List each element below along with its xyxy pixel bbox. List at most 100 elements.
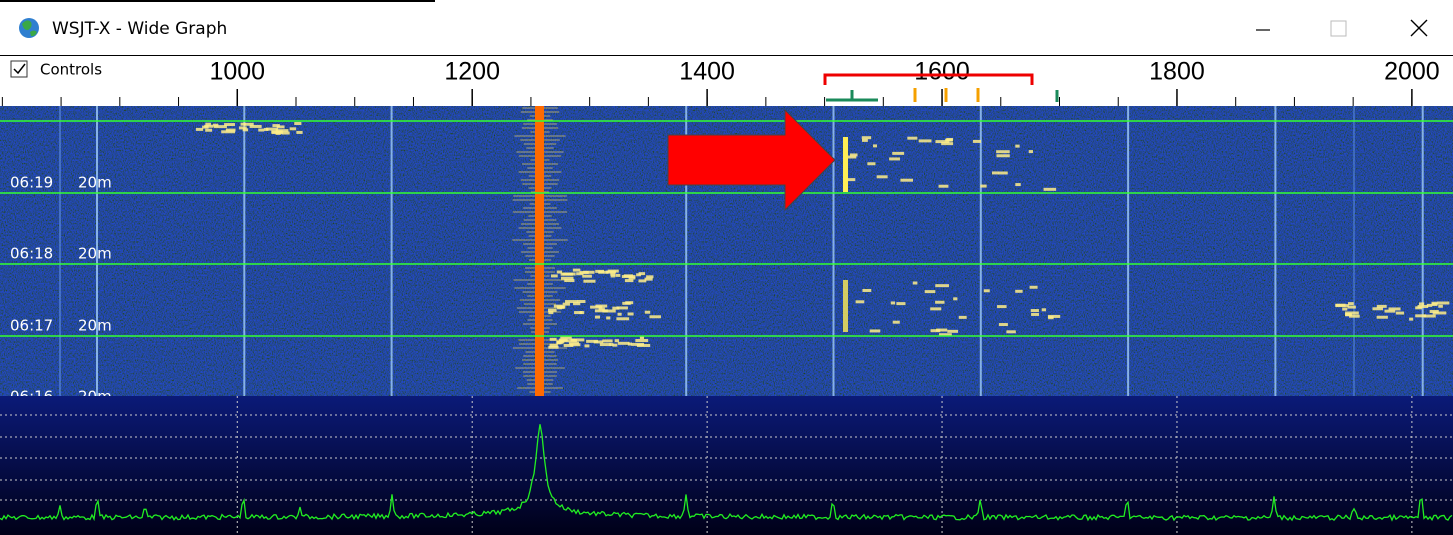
signal-start (843, 280, 848, 332)
decoded-tone (1342, 308, 1347, 311)
decoded-tone (241, 123, 246, 126)
decoded-tone (1015, 183, 1020, 186)
decoded-tone (646, 275, 653, 278)
decoded-tone (272, 124, 279, 127)
time-label: 06:17 (10, 317, 53, 335)
decoded-tone (941, 142, 953, 145)
decoded-tone (224, 123, 235, 126)
decoded-tone (1029, 150, 1033, 153)
decoded-tone (939, 185, 949, 188)
decoded-tone (573, 269, 581, 272)
decoded-tone (606, 316, 610, 319)
decoded-tone (577, 300, 586, 303)
decoded-tone (580, 271, 589, 274)
decoded-tone (959, 316, 967, 319)
decoded-tone (925, 290, 936, 293)
time-label: 06:18 (10, 245, 53, 263)
decoded-tone (294, 122, 301, 125)
decoded-tone (997, 305, 1007, 308)
decoded-tone (574, 311, 582, 314)
frequency-tick-label: 2000 (1384, 58, 1440, 86)
decoded-tone (847, 178, 856, 181)
decoded-tone (1042, 308, 1046, 311)
decoded-tone (1415, 314, 1426, 317)
decoded-tone (205, 123, 211, 126)
frequency-tick-label: 1000 (209, 58, 265, 86)
decoded-tone (867, 162, 875, 165)
decoded-tone (889, 157, 900, 160)
decoded-tone (616, 317, 629, 320)
decoded-tone (569, 342, 579, 345)
decoded-tone (595, 316, 600, 319)
decoded-tone (595, 305, 607, 308)
decoded-tone (935, 301, 944, 304)
decoded-tone (617, 306, 628, 309)
decoded-tone (560, 339, 569, 342)
signal-start (843, 137, 848, 192)
decoded-tone (1409, 318, 1413, 321)
decoded-tone (1348, 306, 1356, 309)
decoded-tone (628, 312, 634, 315)
controls-checkbox[interactable] (11, 61, 27, 77)
decoded-tone (1031, 313, 1039, 316)
decoded-tone (953, 297, 957, 300)
decoded-tone (551, 274, 558, 277)
decoded-tone (1015, 290, 1022, 293)
decoded-tone (564, 279, 574, 282)
decoded-tone (625, 301, 633, 304)
decoded-tone (571, 338, 584, 341)
decoded-tone (1048, 316, 1054, 319)
decoded-tone (999, 323, 1008, 326)
decoded-tone (563, 303, 570, 306)
decoded-tone (615, 339, 619, 342)
controls-label[interactable]: Controls (40, 61, 102, 79)
decoded-tone (1437, 301, 1449, 304)
decoded-tone (618, 313, 622, 316)
decoded-tone (1006, 330, 1015, 333)
decoded-tone (639, 272, 645, 275)
decoded-tone (1348, 302, 1354, 305)
wide-graph-window: WSJT-X - Wide Graph Controls 10001200140… (0, 0, 1453, 535)
decoded-tone (595, 270, 604, 273)
decoded-tone (602, 339, 612, 342)
decoded-tone (862, 289, 871, 292)
decoded-tone (1396, 312, 1404, 315)
decoded-tone (1389, 307, 1401, 310)
decoded-tone (645, 311, 650, 314)
decoded-tone (196, 128, 203, 131)
decoded-tone (1377, 316, 1388, 319)
decoded-tone (586, 340, 598, 343)
decoded-tone (892, 152, 904, 155)
frequency-tick-label: 1600 (914, 58, 970, 86)
decoded-tone (1044, 188, 1057, 191)
band-label: 20m (78, 245, 112, 263)
decoded-tone (296, 131, 302, 134)
decoded-tone (1031, 309, 1039, 312)
decoded-tone (1432, 303, 1438, 306)
decoded-tone (947, 330, 958, 333)
decoded-tone (548, 346, 558, 349)
decoded-tone (945, 139, 953, 142)
time-label: 06:19 (10, 174, 53, 192)
decoded-tone (258, 129, 264, 132)
decoded-tone (891, 301, 895, 304)
decoded-tone (992, 171, 999, 174)
decoded-tone (893, 321, 900, 324)
decoded-tone (1335, 304, 1348, 307)
decoded-tone (1015, 145, 1019, 148)
decoded-tone (877, 175, 888, 178)
decoded-tone (290, 127, 296, 130)
decoded-tone (631, 343, 644, 346)
decoded-tone (271, 131, 282, 134)
decoded-tone (1345, 313, 1352, 316)
decoded-tone (862, 136, 871, 139)
decoded-tone (856, 300, 865, 303)
decoded-tone (1372, 307, 1383, 310)
band-label: 20m (78, 317, 112, 335)
top-edge (0, 0, 435, 2)
decoded-tone (930, 307, 941, 310)
decoded-tone (870, 329, 881, 332)
decoded-tone (264, 128, 268, 131)
decoded-tone (243, 128, 248, 131)
decoded-tone (935, 284, 949, 287)
